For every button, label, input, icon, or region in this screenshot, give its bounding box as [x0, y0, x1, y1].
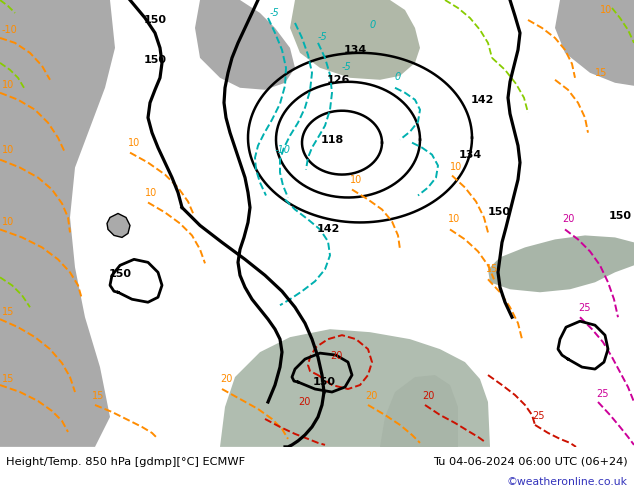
Text: 5: 5 [442, 0, 448, 2]
Text: -5: -5 [342, 62, 352, 72]
Text: 20: 20 [220, 374, 233, 384]
Polygon shape [488, 235, 634, 292]
Text: 25: 25 [532, 411, 545, 421]
Text: 20: 20 [562, 215, 574, 224]
Text: 20: 20 [365, 391, 377, 401]
Text: -5: -5 [318, 32, 328, 42]
Text: 150: 150 [143, 15, 167, 25]
Text: 15: 15 [2, 307, 15, 317]
Text: 15: 15 [595, 68, 607, 78]
Text: 10: 10 [2, 80, 14, 90]
Text: 10: 10 [145, 188, 157, 197]
Text: 142: 142 [470, 95, 494, 105]
Text: 150: 150 [609, 212, 631, 221]
Text: 134: 134 [458, 149, 482, 160]
Text: 0: 0 [395, 72, 401, 82]
Text: -5: -5 [270, 8, 280, 18]
Text: -10: -10 [275, 145, 291, 155]
Text: 15: 15 [92, 391, 105, 401]
Text: 10: 10 [2, 218, 14, 227]
Text: 150: 150 [143, 55, 167, 65]
Text: 118: 118 [320, 135, 344, 145]
Text: 5: 5 [600, 0, 606, 2]
Text: 134: 134 [344, 45, 366, 55]
Text: 10: 10 [450, 162, 462, 172]
Text: ©weatheronline.co.uk: ©weatheronline.co.uk [507, 477, 628, 487]
Text: 20: 20 [422, 391, 434, 401]
Polygon shape [290, 0, 420, 80]
Polygon shape [107, 214, 130, 238]
Text: Tu 04-06-2024 06:00 UTC (06+24): Tu 04-06-2024 06:00 UTC (06+24) [434, 457, 628, 467]
Polygon shape [0, 0, 115, 447]
Text: 150: 150 [488, 207, 510, 218]
Text: Height/Temp. 850 hPa [gdmp][°C] ECMWF: Height/Temp. 850 hPa [gdmp][°C] ECMWF [6, 457, 245, 467]
Text: 10: 10 [350, 174, 362, 185]
Polygon shape [195, 0, 295, 90]
Text: 150: 150 [313, 377, 335, 387]
Text: 20: 20 [330, 351, 342, 361]
Text: 0: 0 [370, 20, 376, 30]
Text: 25: 25 [596, 389, 609, 399]
Text: 25: 25 [578, 303, 590, 313]
Text: 10: 10 [2, 145, 14, 155]
Text: 10: 10 [128, 138, 140, 147]
Text: 150: 150 [108, 270, 131, 279]
Polygon shape [220, 329, 490, 447]
Text: 15: 15 [486, 264, 498, 274]
Text: -10: -10 [2, 25, 18, 35]
Polygon shape [380, 375, 458, 447]
Text: 10: 10 [600, 5, 612, 15]
Text: 5: 5 [598, 0, 604, 2]
Text: 10: 10 [448, 215, 460, 224]
Text: 20: 20 [298, 397, 311, 407]
Text: 15: 15 [2, 374, 15, 384]
Polygon shape [555, 0, 634, 86]
Text: 142: 142 [316, 224, 340, 234]
Text: 126: 126 [327, 75, 350, 85]
